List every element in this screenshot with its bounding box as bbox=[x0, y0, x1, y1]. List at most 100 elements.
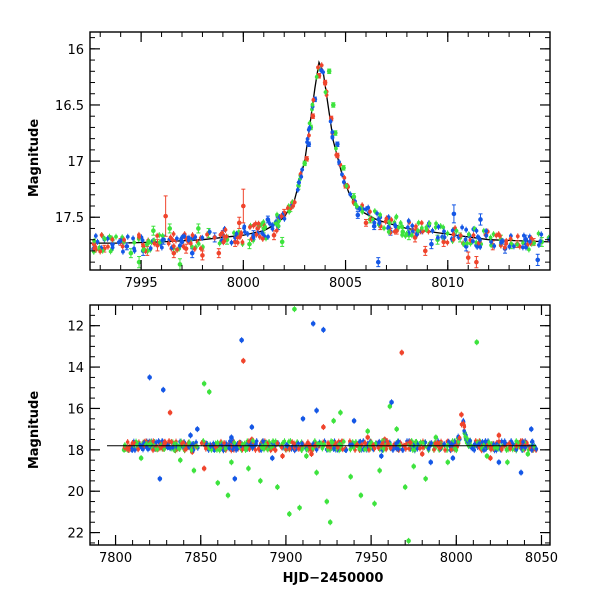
cloud-point bbox=[437, 441, 441, 446]
data-point bbox=[275, 484, 280, 490]
cloud-point bbox=[449, 447, 454, 452]
cloud-point bbox=[416, 220, 421, 225]
cloud-point bbox=[141, 248, 146, 253]
cloud-point bbox=[229, 240, 234, 245]
data-point bbox=[451, 211, 457, 217]
y-tick-label: 22 bbox=[67, 527, 84, 542]
data-point bbox=[441, 239, 446, 245]
cloud-point bbox=[190, 236, 195, 241]
data-point bbox=[433, 435, 439, 440]
data-point bbox=[196, 226, 201, 231]
cloud-point bbox=[370, 217, 375, 222]
cloud-point bbox=[453, 446, 457, 451]
cloud-point bbox=[341, 180, 346, 184]
data-point bbox=[518, 470, 524, 475]
data-point bbox=[287, 511, 292, 517]
data-point bbox=[163, 213, 168, 219]
cloud-point bbox=[504, 239, 509, 243]
cloud-point bbox=[512, 244, 516, 249]
cloud-point bbox=[386, 226, 390, 230]
cloud-point bbox=[160, 233, 165, 238]
cloud-point bbox=[463, 434, 468, 439]
data-point bbox=[310, 321, 316, 326]
cloud-point bbox=[462, 428, 466, 433]
cloud-point bbox=[416, 228, 420, 233]
cloud-point bbox=[171, 232, 176, 236]
cloud-point bbox=[371, 443, 376, 447]
data-point bbox=[304, 453, 309, 459]
cloud-point bbox=[93, 234, 98, 238]
cloud-point bbox=[377, 220, 382, 225]
cloud-point bbox=[148, 246, 153, 251]
cloud-point bbox=[456, 439, 461, 444]
cloud-point bbox=[328, 445, 332, 450]
cloud-point bbox=[217, 241, 222, 246]
cloud-point bbox=[497, 439, 501, 444]
cloud-point bbox=[196, 242, 201, 246]
cloud-point bbox=[253, 448, 258, 452]
cloud-point bbox=[521, 233, 526, 238]
cloud-point bbox=[471, 239, 475, 244]
cloud-point bbox=[256, 221, 261, 226]
cloud-point bbox=[235, 240, 240, 245]
cloud-point bbox=[157, 240, 162, 245]
cloud-point bbox=[295, 187, 300, 192]
cloud-point bbox=[392, 229, 397, 234]
cloud-point bbox=[451, 232, 456, 237]
data-point bbox=[258, 478, 263, 484]
data-point bbox=[177, 262, 183, 267]
cloud-point bbox=[489, 239, 493, 244]
cloud-point bbox=[516, 441, 520, 445]
cloud-point bbox=[141, 244, 146, 249]
cloud-point bbox=[338, 443, 343, 447]
cloud-point bbox=[477, 441, 481, 446]
data-point bbox=[474, 339, 480, 345]
cloud-point bbox=[384, 216, 389, 221]
cloud-point bbox=[306, 443, 311, 447]
data-point bbox=[387, 404, 393, 409]
cloud-point bbox=[266, 447, 270, 452]
data-point bbox=[372, 501, 377, 506]
cloud-point bbox=[287, 439, 291, 444]
cloud-point bbox=[492, 446, 497, 450]
data-point bbox=[247, 241, 252, 247]
cloud-point bbox=[372, 209, 377, 214]
data-point bbox=[450, 455, 456, 461]
cloud-point bbox=[205, 232, 209, 237]
cloud-point bbox=[471, 233, 476, 238]
data-point bbox=[314, 408, 319, 413]
cloud-point bbox=[532, 241, 536, 246]
y-tick-label: 17 bbox=[67, 155, 84, 170]
cloud-point bbox=[284, 447, 288, 452]
cloud-point bbox=[297, 180, 301, 185]
cloud-point bbox=[274, 221, 279, 226]
data-point bbox=[300, 416, 306, 422]
cloud-point bbox=[110, 245, 115, 250]
cloud-point bbox=[254, 232, 259, 237]
cloud-point bbox=[276, 224, 281, 228]
cloud-point bbox=[342, 175, 347, 180]
cloud-point bbox=[408, 440, 413, 445]
cloud-point bbox=[433, 225, 438, 230]
cloud-point bbox=[316, 442, 321, 446]
cloud-point bbox=[394, 441, 398, 446]
top-panel-zoom-light-curve: 7995 8000 8005 8010 16 16.5 17 17.5 bbox=[55, 31, 551, 291]
data-point bbox=[157, 476, 163, 482]
data-point bbox=[528, 426, 534, 432]
cloud-point bbox=[237, 442, 241, 446]
cloud-point bbox=[472, 448, 477, 452]
cloud-point bbox=[171, 445, 175, 450]
cloud-point bbox=[260, 231, 265, 236]
cloud-point bbox=[292, 200, 297, 205]
cloud-point bbox=[378, 212, 383, 217]
data-point bbox=[225, 493, 231, 498]
data-point bbox=[338, 410, 343, 415]
cloud-point bbox=[314, 447, 319, 452]
cloud-point bbox=[266, 234, 270, 239]
cloud-point bbox=[130, 441, 135, 445]
cloud-point bbox=[137, 232, 141, 237]
cloud-point bbox=[125, 440, 130, 444]
cloud-point bbox=[221, 240, 226, 245]
cloud-point bbox=[189, 448, 194, 452]
cloud-point bbox=[413, 440, 418, 444]
